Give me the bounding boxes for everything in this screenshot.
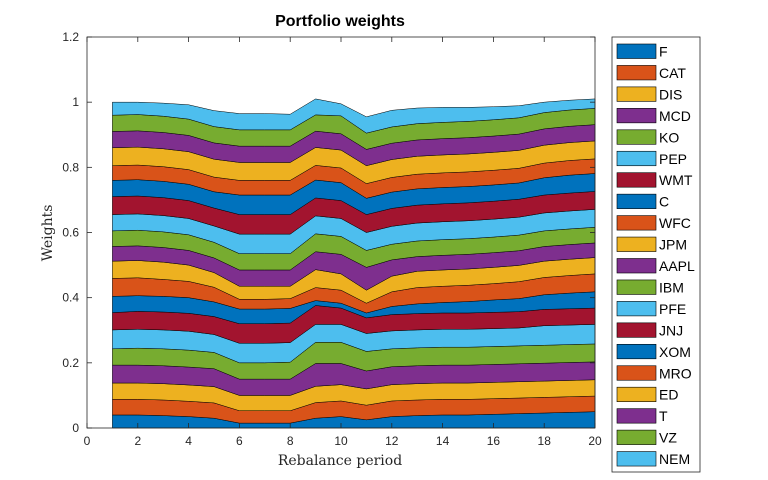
legend-swatch-aapl: [616, 258, 657, 274]
legend-label-jnj: JNJ: [659, 322, 683, 338]
x-tick-label: 2: [134, 434, 141, 448]
x-tick-label: 14: [436, 434, 450, 448]
x-tick-label: 16: [487, 434, 501, 448]
legend-swatch-jpm: [616, 236, 657, 252]
legend-label-c: C: [659, 194, 669, 210]
y-tick-label: 1: [72, 95, 79, 109]
y-tick-label: 0.6: [62, 226, 79, 240]
y-tick-label: 0.2: [62, 356, 79, 370]
y-axis-label: Weights: [40, 205, 56, 262]
legend-label-wfc: WFC: [659, 215, 691, 231]
legend-label-jpm: JPM: [659, 237, 687, 253]
x-tick-label: 10: [334, 434, 348, 448]
y-tick-label: 0.8: [62, 160, 79, 174]
legend-swatch-f: [616, 43, 657, 59]
legend-swatch-cat: [616, 65, 657, 81]
legend-box: [611, 36, 701, 473]
legend-swatch-ed: [616, 386, 657, 403]
axes: 0 2 4 6 8 10 12 14 16 18 20 0 0.2 0.4 0.6 0.8 1 1.2: [62, 30, 602, 448]
legend-label-t: T: [659, 408, 668, 424]
legend-swatch-wfc: [616, 215, 657, 231]
legend-label-aapl: AAPL: [659, 258, 695, 274]
legend-swatch-t: [616, 408, 657, 424]
legend-label-mcd: MCD: [659, 108, 691, 124]
legend-swatch-vz: [616, 429, 657, 445]
legend-swatch-mro: [616, 365, 657, 381]
legend-label-f: F: [659, 44, 668, 60]
legend-swatch-pep: [616, 150, 657, 167]
legend-label-cat: CAT: [659, 65, 686, 81]
legend-label-pfe: PFE: [659, 301, 686, 317]
legend-swatch-c: [616, 193, 657, 209]
y-tick-label: 0: [72, 421, 79, 435]
legend-label-pep: PEP: [659, 151, 687, 167]
legend-swatch-wmt: [616, 172, 657, 188]
legend-swatch-ko: [616, 129, 657, 145]
legend-swatch-xom: [616, 343, 657, 360]
legend-swatch-dis: [616, 86, 657, 102]
legend-label-dis: DIS: [659, 86, 682, 102]
legend-swatch-pfe: [616, 301, 657, 317]
x-tick-label: 6: [236, 434, 243, 448]
legend-label-mro: MRO: [659, 365, 692, 381]
x-tick-label: 18: [538, 434, 552, 448]
legend-label-ko: KO: [659, 129, 679, 145]
legend-label-wmt: WMT: [659, 172, 693, 188]
legend-swatch-mcd: [616, 108, 657, 124]
x-tick-label: 20: [588, 434, 602, 448]
legend-label-ed: ED: [659, 387, 678, 403]
plot-area: [112, 98, 596, 429]
x-tick-label: 8: [287, 434, 294, 448]
y-tick-label: 0.4: [62, 291, 79, 305]
legend-label-vz: VZ: [659, 430, 677, 446]
legend-label-ibm: IBM: [659, 279, 684, 295]
legend: F CAT DIS MCD KO PEP WMT C WFC JPM AAPL IBM PFE JNJ XO…: [611, 36, 701, 473]
x-tick-label: 12: [385, 434, 399, 448]
legend-swatch-jnj: [616, 322, 657, 338]
x-axis-label: Rebalance period: [278, 453, 402, 469]
chart-title: Portfolio weights: [275, 13, 405, 30]
x-tick-label: 4: [185, 434, 192, 448]
x-tick-label: 0: [84, 434, 91, 448]
y-tick-label: 1.2: [62, 30, 79, 44]
legend-label-xom: XOM: [659, 344, 691, 360]
legend-label-nem: NEM: [659, 451, 690, 467]
legend-swatch-nem: [616, 451, 657, 467]
legend-swatch-ibm: [616, 279, 657, 295]
